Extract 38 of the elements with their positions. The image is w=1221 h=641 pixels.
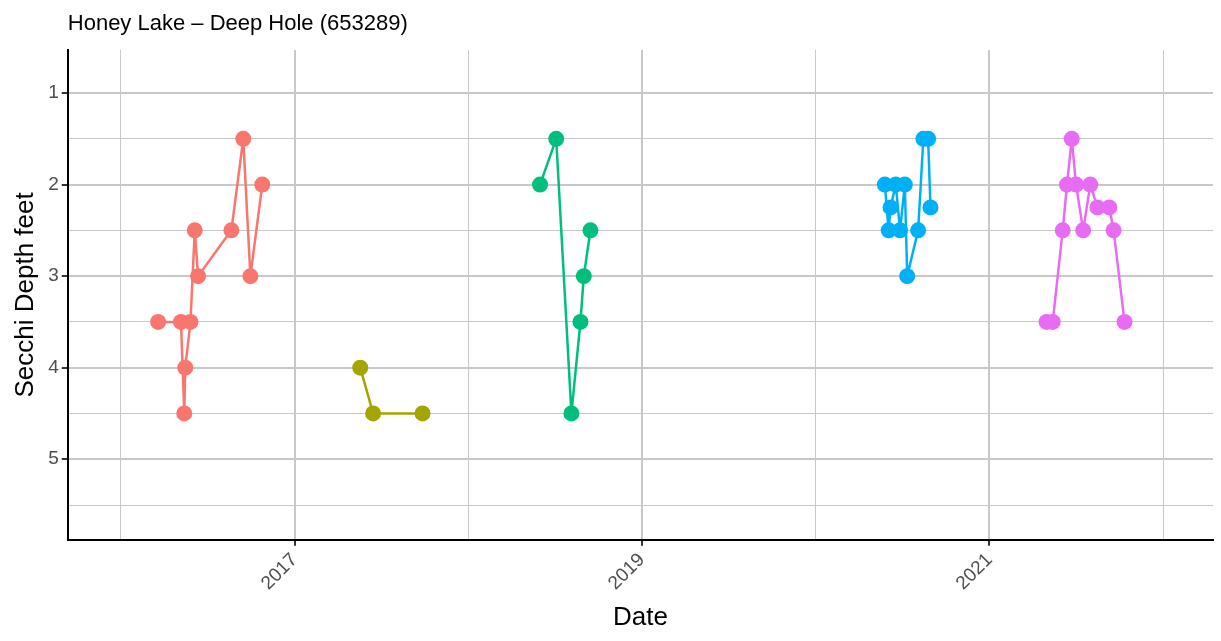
point (910, 222, 927, 239)
point (572, 313, 589, 330)
point (532, 176, 549, 193)
point (1082, 176, 1099, 193)
point (1101, 199, 1118, 216)
point (352, 359, 369, 376)
chart-title: Honey Lake – Deep Hole (653289) (67, 10, 408, 36)
point (365, 405, 382, 422)
point (899, 268, 916, 285)
point (1105, 222, 1122, 239)
point (1063, 130, 1080, 147)
point (254, 176, 271, 193)
point (1116, 313, 1133, 330)
y-tick-label: 4 (48, 355, 60, 377)
y-tick-label: 2 (48, 172, 59, 194)
y-tick-label: 1 (48, 81, 59, 103)
point (190, 268, 207, 285)
point (882, 199, 899, 216)
point (150, 313, 167, 330)
point (1054, 222, 1071, 239)
point (177, 359, 194, 376)
point (242, 268, 259, 285)
point (223, 222, 240, 239)
point (548, 130, 565, 147)
point (922, 199, 939, 216)
y-tick-label: 5 (48, 447, 59, 469)
point (176, 405, 193, 422)
point (414, 405, 431, 422)
point (235, 130, 252, 147)
point (563, 405, 580, 422)
point (575, 268, 592, 285)
point (1075, 222, 1092, 239)
x-axis-title: Date (612, 600, 668, 631)
y-axis-title: Secchi Depth feet (8, 191, 39, 398)
point (582, 222, 599, 239)
y-tick-label: 3 (48, 264, 59, 286)
point (186, 222, 203, 239)
point (892, 222, 909, 239)
